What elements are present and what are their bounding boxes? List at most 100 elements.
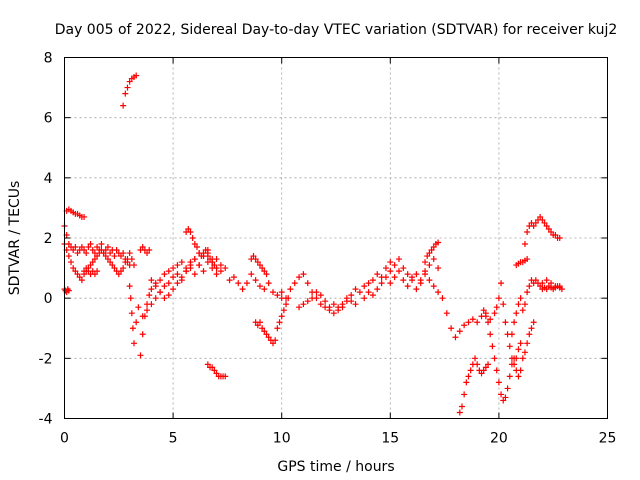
data-point [68,259,75,266]
data-point [521,241,528,248]
data-point [94,268,101,275]
data-point [213,265,220,272]
data-point [430,244,437,251]
data-point [330,301,337,308]
data-point [94,253,101,260]
data-point [395,256,402,263]
data-point [124,84,131,91]
data-point [537,283,544,290]
data-point [361,295,368,302]
data-point [365,280,372,287]
data-point [209,259,216,266]
data-point [524,256,531,263]
data-point [120,102,127,109]
grid-layer [64,57,608,419]
y-axis-label: SDTVAR / TECUs [7,181,23,296]
data-point [489,343,496,350]
data-point [170,286,177,293]
data-point [87,241,94,248]
data-point [98,247,105,254]
series-arc-17 [278,259,394,314]
data-point [250,253,257,260]
data-point [133,319,140,326]
data-point [272,337,279,344]
data-point [524,340,531,347]
data-point [87,262,94,269]
data-point [330,310,337,317]
data-point [174,280,181,287]
data-point [443,310,450,317]
data-point [478,370,485,377]
data-point [104,244,111,251]
data-point [278,289,285,296]
data-point [70,265,77,272]
data-point [511,361,518,368]
data-point [304,298,311,305]
data-point [178,259,185,266]
data-point [78,277,85,284]
data-point [135,304,142,311]
data-point [543,286,550,293]
data-point [511,319,518,326]
data-point [463,379,470,386]
data-point [515,301,522,308]
data-point [352,286,359,293]
x-axis-label: GPS time / hours [277,459,394,475]
series-arc-14 [226,271,285,302]
data-point [467,367,474,374]
data-point [498,280,505,287]
data-point [113,247,120,254]
data-point [317,301,324,308]
data-point [252,277,259,284]
series-arc-21 [422,239,442,266]
data-point [98,241,105,248]
series-arc-1 [61,222,133,269]
data-point [300,301,307,308]
data-point [259,325,266,332]
data-point [487,331,494,338]
data-point [539,216,546,223]
data-point [204,253,211,260]
data-point [148,301,155,308]
data-point [111,265,118,272]
data-point [65,287,72,294]
data-point [211,367,218,374]
data-point [317,292,324,299]
data-point [548,228,555,235]
series-arc-13 [204,361,229,380]
data-point [274,292,281,299]
data-point [187,228,194,235]
data-point [213,370,220,377]
series-arc-3 [61,286,72,296]
data-point [111,253,118,260]
data-point [524,228,531,235]
data-point [270,340,277,347]
series-arc-20 [387,268,494,341]
series-arc-6 [120,72,140,109]
data-point [165,280,172,287]
data-point [530,319,537,326]
data-point [107,250,114,257]
data-point [517,295,524,302]
data-point [127,295,134,302]
data-point [157,277,164,284]
data-point [230,274,237,281]
data-point [515,373,522,380]
y-tick-label: -2 [39,351,53,367]
data-point [500,397,507,404]
series-arc-27 [521,213,563,248]
data-point [426,277,433,284]
data-point [313,289,320,296]
data-point [161,295,168,302]
series-arc-5 [81,265,101,278]
data-point [270,289,277,296]
data-point [209,364,216,371]
data-point [309,295,316,302]
data-point [256,319,263,326]
data-point [185,225,192,232]
data-point [430,283,437,290]
data-point [81,213,88,220]
data-point [374,271,381,278]
data-point [165,268,172,275]
data-point [500,301,507,308]
